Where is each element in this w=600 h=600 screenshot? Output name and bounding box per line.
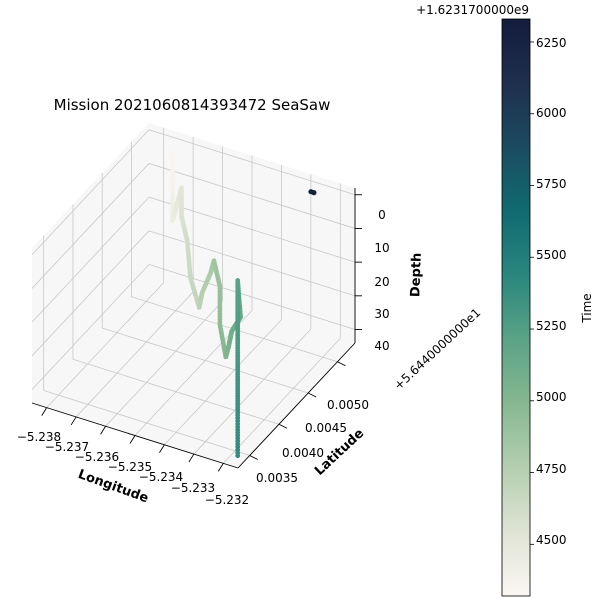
x-tick (41, 407, 48, 416)
grid-line (102, 327, 309, 394)
x-tick-label: −5.237 (45, 440, 89, 454)
x-tick-label: −5.238 (17, 430, 61, 444)
y-tick (278, 423, 288, 429)
grid-line (43, 390, 250, 456)
z-tick-labels: 0 10 20 30 40 (374, 208, 389, 353)
colorbar-tick-label: 5500 (536, 248, 567, 262)
grid-line (31, 163, 150, 289)
grid-line (46, 282, 165, 408)
x-tick-labels: −5.238 −5.237 −5.236 −5.235 −5.234 −5.23… (17, 430, 249, 507)
grid-line (193, 328, 312, 455)
colorbar-offset-text: +1.6231700000e9 (416, 3, 529, 17)
y-tick (307, 392, 317, 398)
x-tick-label: −5.236 (75, 450, 119, 464)
left-pane (32, 123, 149, 403)
data-points (170, 151, 317, 459)
x-tick-label: −5.233 (171, 481, 215, 495)
colorbar-gradient (501, 18, 531, 597)
x-tick-label: −5.232 (205, 493, 249, 507)
grid-line (72, 358, 280, 425)
grid-line (31, 129, 150, 256)
colorbar-tick-label: 5000 (536, 390, 567, 404)
grid-line (31, 196, 150, 323)
data-point (311, 190, 317, 196)
z-tick-label: 30 (374, 307, 389, 321)
grid-line (31, 264, 150, 390)
colorbar-tick-label: 4750 (536, 462, 567, 476)
y-tick-label: 0.0050 (327, 398, 369, 412)
colorbar-tick-marks (530, 41, 534, 545)
colorbar-tick-label: 5250 (536, 319, 567, 333)
x-tick (217, 463, 224, 472)
colorbar: +1.6231700000e9 Time 4500 4750 5000 5250… (416, 3, 594, 597)
x-tick (159, 444, 165, 454)
grid-line (75, 291, 194, 418)
z-tick-label: 0 (378, 208, 386, 222)
colorbar-tick-label: 5750 (536, 177, 567, 191)
grid-line (105, 300, 223, 427)
y-tick-labels: 0.0035 0.0040 0.0045 0.0050 (256, 398, 369, 485)
grid-line (31, 230, 150, 357)
z-tick-label: 40 (374, 339, 389, 353)
grid-line (148, 163, 356, 229)
chart-title: Mission 2021060814393472 SeaSaw (54, 96, 331, 114)
x-tick (188, 453, 195, 463)
x-tick-label: −5.234 (139, 470, 183, 484)
y-tick (249, 455, 258, 460)
grid-line (148, 264, 356, 330)
grid-line (164, 319, 282, 446)
x-tick-label: −5.235 (108, 460, 152, 474)
z-axis-label: Depth (408, 252, 425, 297)
grid-line (148, 230, 356, 297)
y-tick-label: 0.0045 (305, 421, 347, 435)
x-tick (129, 435, 136, 444)
y-tick-label: 0.0040 (282, 446, 324, 460)
y-tick-label: 0.0035 (256, 471, 298, 485)
y-axis-line (237, 342, 356, 469)
grid-line (148, 129, 356, 196)
x-tick (100, 425, 106, 435)
data-point (235, 453, 241, 459)
y-tick (337, 361, 346, 367)
z-tick-label: 20 (374, 275, 389, 289)
grid-line (222, 338, 341, 464)
tick-marks (41, 194, 362, 472)
colorbar-tick-label: 6000 (536, 106, 567, 120)
z-tick-label: 10 (374, 241, 389, 255)
y-offset-text: +5.6440000000e1 (391, 305, 483, 392)
axes-3d (31, 123, 362, 472)
colorbar-tick-label: 6250 (536, 36, 567, 50)
colorbar-tick-label: 4500 (536, 533, 567, 547)
x-tick (70, 416, 77, 426)
colorbar-label: Time (580, 293, 594, 323)
